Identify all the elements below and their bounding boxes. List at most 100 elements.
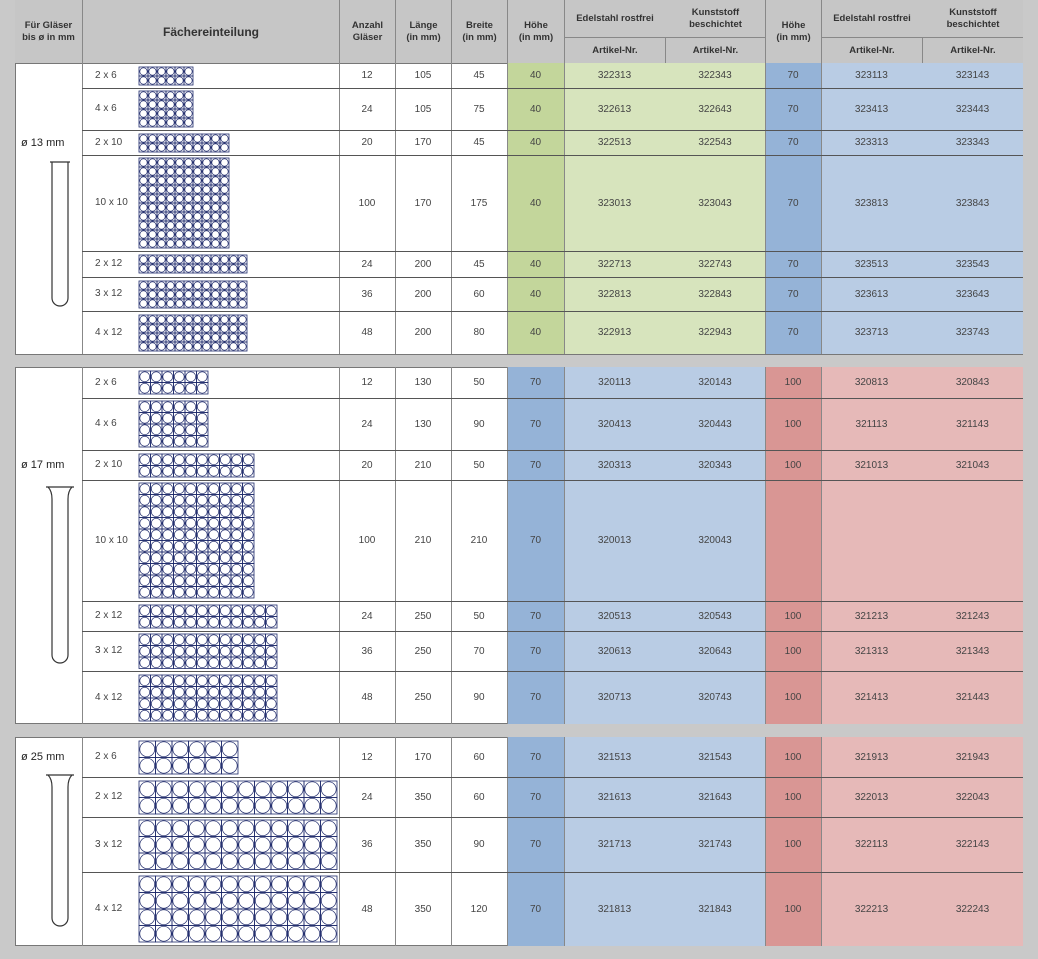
cell-h2: 100 [784, 377, 802, 388]
column-fill [564, 367, 765, 724]
cell-width: 45 [473, 70, 485, 81]
cell-length: 210 [414, 535, 432, 546]
cell-count: 36 [361, 288, 373, 300]
cell-b1: 320343 [698, 459, 732, 471]
layout-label: 3 x 12 [95, 838, 123, 850]
column-fill [765, 63, 821, 354]
cell-length: 130 [414, 377, 432, 388]
header-steel-b: Edelstahl rostfrei [833, 12, 911, 24]
cell-h2: 70 [787, 70, 799, 81]
cell-width: 90 [473, 839, 485, 850]
cell-length: 250 [414, 610, 432, 622]
column-fill [507, 737, 564, 946]
header-glass-diameter: Für Gläser bis ø in mm [22, 19, 75, 43]
cell-a2: 321913 [854, 751, 889, 763]
header-width: Breite (in mm) [462, 19, 497, 43]
cell-a2: 323413 [854, 103, 889, 115]
cell-b1: 320543 [698, 610, 732, 622]
cell-b2: 322143 [955, 839, 990, 850]
cell-a1: 320413 [597, 418, 632, 430]
cell-a2: 321013 [854, 459, 889, 471]
cell-h1: 70 [529, 645, 542, 657]
cell-b2: 323143 [955, 70, 990, 81]
cell-count: 24 [361, 610, 373, 622]
compartment-grid-icon [138, 157, 230, 249]
compartment-grid-icon [138, 875, 338, 943]
column-fill [821, 63, 1023, 354]
cell-b2: 320843 [955, 377, 990, 388]
column-divider [82, 63, 83, 354]
cell-count: 24 [361, 103, 373, 115]
row-divider [82, 88, 1023, 89]
cell-count: 12 [361, 377, 373, 388]
column-fill [507, 63, 564, 354]
cell-count: 24 [361, 791, 373, 803]
cell-b2: 321943 [955, 751, 990, 763]
cell-b2: 321243 [955, 610, 990, 622]
layout-label: 4 x 6 [95, 103, 117, 114]
cell-a2: 323813 [854, 197, 889, 209]
cell-length: 170 [414, 197, 432, 209]
cell-a2: 321413 [854, 692, 889, 703]
cell-b2: 322243 [955, 903, 990, 915]
cell-b1: 321543 [698, 751, 732, 763]
cell-width: 90 [473, 692, 485, 703]
column-divider [564, 737, 565, 946]
cell-width: 50 [473, 459, 485, 471]
row-divider [82, 671, 1023, 672]
cell-width: 70 [473, 645, 485, 657]
cell-b2: 322043 [955, 791, 990, 803]
diameter-label: ø 17 mm [21, 459, 65, 471]
layout-label: 4 x 6 [95, 418, 117, 429]
cell-h1: 40 [529, 137, 542, 148]
layout-label: 2 x 6 [95, 69, 117, 81]
row-divider [82, 631, 1023, 632]
column-fill [765, 737, 821, 946]
cell-width: 60 [473, 751, 485, 763]
column-divider [507, 737, 508, 946]
cell-length: 105 [414, 103, 432, 115]
layout-label: 2 x 10 [95, 136, 123, 148]
column-divider [765, 367, 766, 724]
cell-a2: 323513 [854, 258, 889, 270]
compartment-grid-icon [138, 604, 278, 628]
column-divider [564, 367, 565, 724]
cell-b2: 321143 [956, 418, 989, 430]
layout-label: 2 x 10 [95, 459, 123, 470]
cell-h2: 100 [784, 692, 802, 703]
column-fill [564, 737, 765, 946]
cell-b1: 320443 [698, 418, 732, 430]
cell-a1: 320613 [597, 645, 632, 657]
cell-b2: 321443 [955, 692, 990, 703]
column-divider [821, 367, 822, 724]
compartment-grid-icon [138, 66, 194, 85]
row-divider [82, 777, 1023, 778]
column-divider [821, 63, 822, 354]
column-divider [451, 367, 452, 724]
cell-b1: 322943 [698, 327, 732, 338]
cell-h1: 70 [529, 418, 542, 430]
layout-label: 2 x 12 [95, 791, 123, 802]
cell-a1: 320113 [598, 377, 631, 388]
header-artnr-plastic-b: Artikel-Nr. [950, 44, 996, 56]
header-layout: Fächereinteilung [162, 24, 260, 39]
cell-a1: 321713 [597, 839, 632, 850]
cell-width: 60 [473, 288, 485, 300]
table-header: Für Gläser bis ø in mm Fächereinteilung … [15, 0, 1023, 63]
cell-length: 170 [414, 137, 432, 148]
row-divider [82, 601, 1023, 602]
cell-width: 45 [473, 137, 485, 148]
column-divider [564, 63, 565, 354]
cell-length: 350 [414, 791, 432, 803]
cell-h2: 70 [787, 258, 799, 270]
column-divider [339, 367, 340, 724]
cell-b1: 320743 [698, 692, 732, 703]
cell-b2 [922, 480, 1023, 601]
header-artnr-steel-b: Artikel-Nr. [849, 44, 895, 56]
column-divider [339, 737, 340, 946]
cell-b1: 320143 [698, 377, 732, 388]
layout-label: 10 x 10 [95, 534, 128, 546]
column-fill [765, 367, 821, 724]
cell-length: 130 [414, 418, 432, 430]
cell-length: 200 [414, 258, 432, 270]
